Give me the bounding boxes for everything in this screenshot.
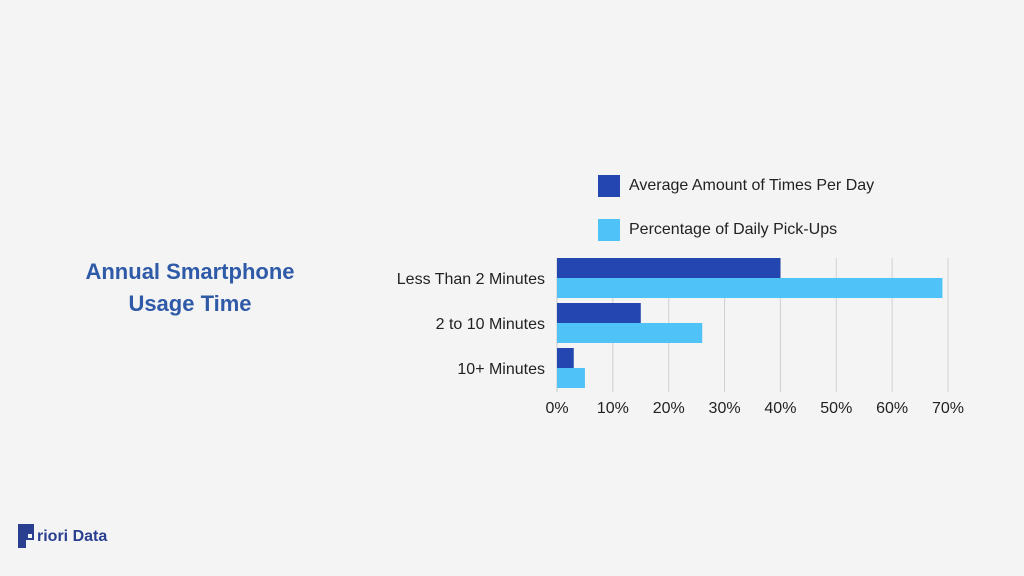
category-label-0: Less Than 2 Minutes <box>397 271 545 288</box>
x-tick-label-50: 50% <box>820 400 852 417</box>
bar-1-series-1 <box>557 323 703 343</box>
x-tick-label-60: 60% <box>876 400 908 417</box>
legend-swatch-average-times <box>598 175 620 197</box>
legend-swatch-daily-pickups <box>598 219 620 241</box>
legend-label-daily-pickups: Percentage of Daily Pick-Ups <box>629 221 838 238</box>
legend-item-average-times: Average Amount of Times Per Day <box>598 172 874 200</box>
x-tick-label-30: 30% <box>709 400 741 417</box>
x-tick-label-40: 40% <box>764 400 796 417</box>
legend-label-average-times: Average Amount of Times Per Day <box>629 177 875 194</box>
chart-title-line-2: Usage Time <box>128 291 252 316</box>
brand-logo-text: riori Data <box>37 528 108 545</box>
bar-0-series-0 <box>557 258 781 278</box>
bar-0-series-1 <box>557 278 943 298</box>
bar-2-series-0 <box>557 348 574 368</box>
category-label-1: 2 to 10 Minutes <box>436 316 545 333</box>
x-tick-label-20: 20% <box>653 400 685 417</box>
x-tick-label-0: 0% <box>545 400 568 417</box>
bar-1-series-0 <box>557 303 641 323</box>
legend-item-daily-pickups: Percentage of Daily Pick-Ups <box>598 216 874 244</box>
chart-title: Annual Smartphone Usage Time <box>40 256 340 320</box>
category-label-2: 10+ Minutes <box>457 361 545 378</box>
chart-legend: Average Amount of Times Per Day Percenta… <box>598 172 874 260</box>
bar-2-series-1 <box>557 368 585 388</box>
brand-logo: riori Data <box>18 524 107 550</box>
x-tick-label-10: 10% <box>597 400 629 417</box>
x-tick-label-70: 70% <box>932 400 964 417</box>
chart-title-line-1: Annual Smartphone <box>85 259 295 284</box>
priori-logo-icon <box>18 524 34 548</box>
